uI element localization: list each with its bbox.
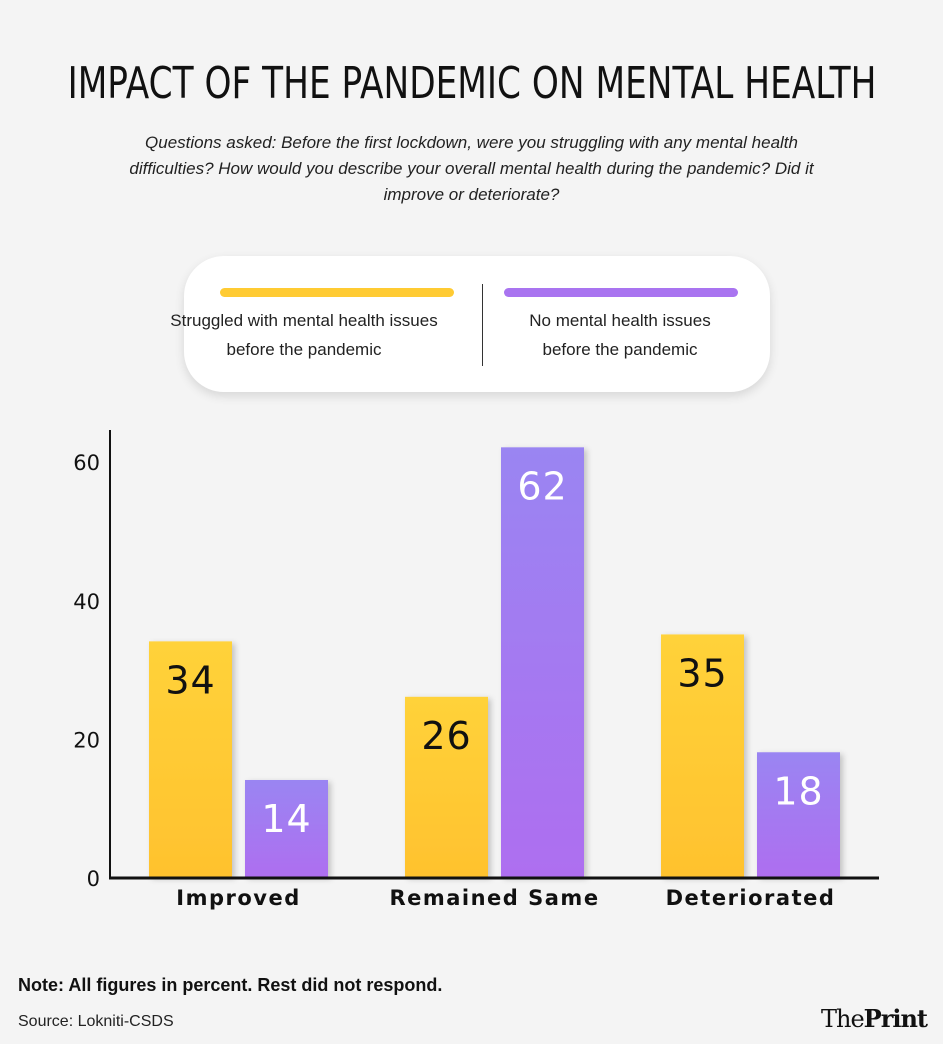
title-container: IMPACT OF THE PANDEMIC ON MENTAL HEALTH <box>0 58 943 114</box>
bar-struggled-improved <box>149 641 232 877</box>
data-label: 34 <box>165 658 215 702</box>
x-tick-label: Deteriorated <box>666 886 836 910</box>
data-label: 26 <box>421 714 471 758</box>
y-tick-label: 20 <box>73 728 100 752</box>
data-label: 18 <box>773 769 823 813</box>
y-tick-label: 40 <box>73 590 100 614</box>
source: Source: Lokniti-CSDS <box>18 1013 174 1030</box>
bar-no-issues-deteriorated <box>757 752 840 877</box>
legend-swatch-no-issues <box>504 288 738 297</box>
legend-swatch-struggled <box>220 288 454 297</box>
note: Note: All figures in percent. Rest did n… <box>18 975 443 995</box>
bar-struggled-deteriorated <box>661 634 744 877</box>
y-tick-label: 0 <box>87 867 100 891</box>
x-tick-label: Improved <box>176 886 300 910</box>
legend: Struggled with mental health issues befo… <box>170 256 770 392</box>
y-tick-label: 60 <box>73 451 100 475</box>
bar-no-issues-remained-same <box>501 447 584 877</box>
page-title: IMPACT OF THE PANDEMIC ON MENTAL HEALTH <box>67 58 876 109</box>
bar-chart: 34 14 Improved 26 62 Remained Same 35 18 Deterio… <box>73 430 879 910</box>
legend-label-no-issues: No mental health issues before the pande… <box>529 311 711 359</box>
data-label: 14 <box>261 797 311 841</box>
legend-label-struggled: Struggled with mental health issues befo… <box>170 311 438 359</box>
logo-the: The <box>820 1005 865 1033</box>
logo-print: Print <box>863 1004 928 1033</box>
subtitle: Questions asked: Before the first lockdo… <box>129 133 814 204</box>
bar-struggled-remained-same <box>405 696 488 877</box>
data-label: 35 <box>677 651 727 695</box>
data-label: 62 <box>517 464 567 508</box>
logo: ThePrint <box>820 1004 928 1033</box>
bar-no-issues-improved <box>245 779 328 877</box>
legend-divider <box>482 284 483 366</box>
x-tick-label: Remained Same <box>389 886 599 910</box>
